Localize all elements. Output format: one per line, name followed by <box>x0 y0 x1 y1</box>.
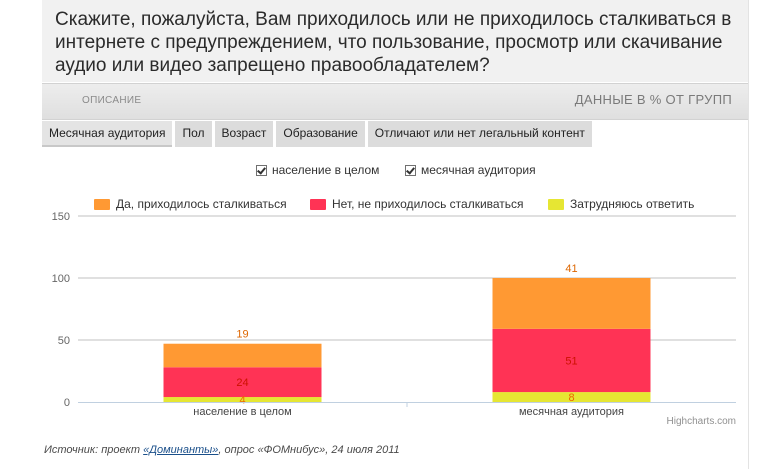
segment-tabs: Месячная аудитория Пол Возраст Образован… <box>42 121 595 147</box>
data-label: 51 <box>565 355 577 367</box>
page-right-edge <box>748 0 776 469</box>
source-prefix: Источник: проект <box>44 444 144 456</box>
tab-education[interactable]: Образование <box>276 121 365 147</box>
data-label: 19 <box>236 329 248 341</box>
chart-bars <box>163 278 651 402</box>
x-category-label: население в целом <box>193 406 291 418</box>
y-tick-label: 50 <box>58 335 70 347</box>
legend-item-no[interactable]: Нет, не приходилось сталкиваться <box>310 196 524 212</box>
tab-age[interactable]: Возраст <box>214 121 274 147</box>
description-toggle[interactable]: ОПИСАНИЕ <box>82 95 142 106</box>
question-text: Скажите, пожалуйста, Вам приходилось или… <box>55 9 732 76</box>
filter-population-label: население в целом <box>272 163 380 177</box>
data-label: 41 <box>565 263 577 275</box>
filter-monthly-audience[interactable]: месячная аудитория <box>405 162 536 178</box>
legend-item-unsure[interactable]: Затрудняюсь ответить <box>548 196 694 212</box>
highcharts-credit[interactable]: Highcharts.com <box>667 416 736 427</box>
checkbox-population[interactable] <box>256 164 267 176</box>
bar-segment[interactable] <box>163 367 322 398</box>
bar-segment[interactable] <box>492 392 651 402</box>
data-mode-label: ДАННЫЕ В % ОТ ГРУПП <box>574 92 732 107</box>
legend-swatch-no <box>310 198 326 210</box>
x-category-label: месячная аудитория <box>519 406 624 418</box>
chart-data-labels: 4 24 19 8 51 41 <box>236 263 577 407</box>
bar-segment[interactable] <box>163 397 322 402</box>
legend-swatch-unsure <box>548 198 564 210</box>
data-label: 24 <box>236 377 248 389</box>
description-bar: ОПИСАНИЕ ДАННЫЕ В % ОТ ГРУПП <box>42 83 748 120</box>
tab-legal-content[interactable]: Отличают или нет легальный контент <box>367 121 592 147</box>
x-axis: население в целом месячная аудитория <box>78 402 736 418</box>
legend-label-yes: Да, приходилось сталкиваться <box>116 197 287 211</box>
tab-monthly-audience[interactable]: Месячная аудитория <box>42 121 173 147</box>
y-tick-label: 0 <box>64 397 70 409</box>
legend-swatch-yes <box>94 198 110 210</box>
legend-label-unsure: Затрудняюсь ответить <box>570 197 695 211</box>
checkbox-monthly-audience[interactable] <box>405 164 416 176</box>
legend-item-yes[interactable]: Да, приходилось сталкиваться <box>94 196 287 212</box>
bar-segment[interactable] <box>492 278 651 329</box>
data-label: 4 <box>239 395 245 407</box>
legend-label-no: Нет, не приходилось сталкиваться <box>332 197 524 211</box>
tab-gender[interactable]: Пол <box>175 121 212 147</box>
filter-monthly-audience-label: месячная аудитория <box>421 163 536 177</box>
data-label: 8 <box>568 392 574 404</box>
y-tick-label: 100 <box>52 273 70 285</box>
bar-segment[interactable] <box>163 343 322 368</box>
source-link[interactable]: «Доминанты» <box>143 444 219 456</box>
source-suffix: , опрос «ФОМнибус», 24 июля 2011 <box>218 444 400 456</box>
question-header <box>42 0 748 82</box>
y-axis: 0 50 100 150 <box>52 211 70 409</box>
y-tick-label: 150 <box>52 211 70 223</box>
filter-population[interactable]: население в целом <box>256 162 379 178</box>
bar-segment[interactable] <box>492 328 651 393</box>
source-note: Источник: проект «Доминанты», опрос «ФОМ… <box>44 444 400 456</box>
